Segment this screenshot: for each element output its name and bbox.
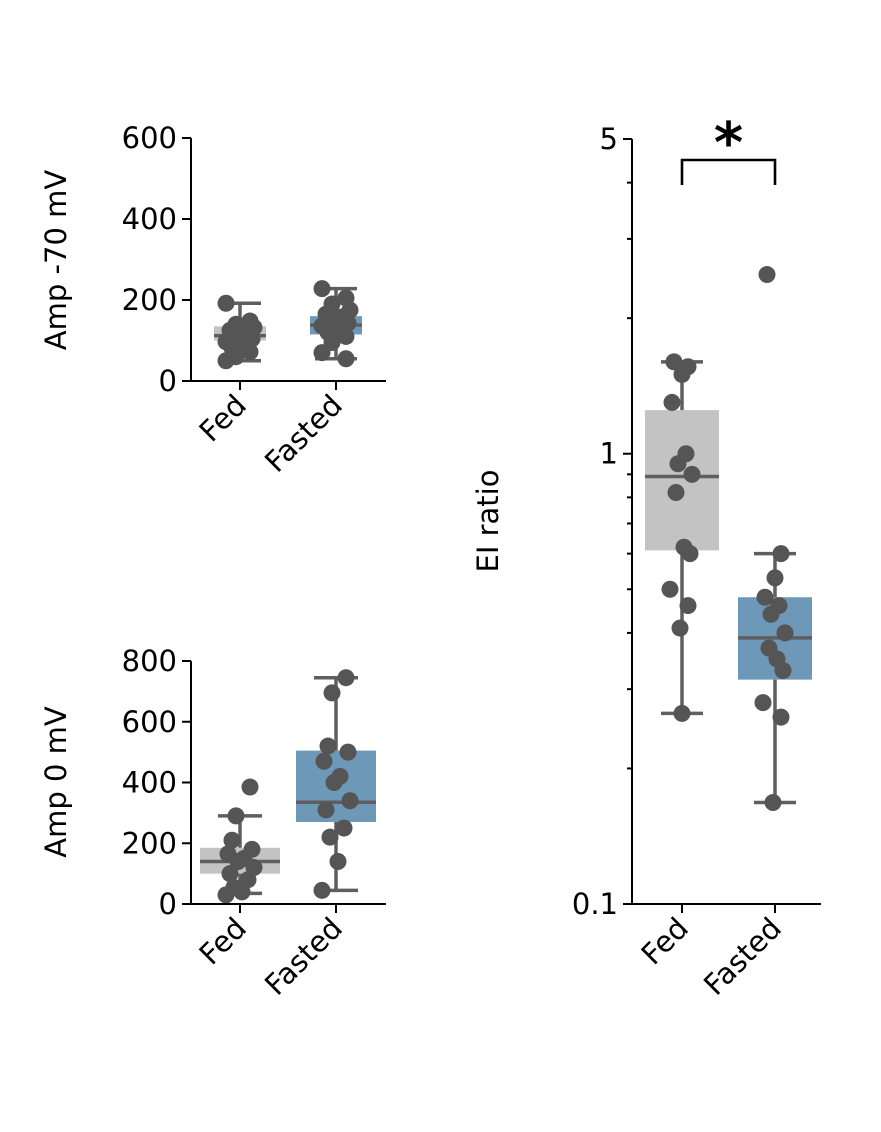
data-point-fasted [329, 852, 347, 870]
data-point-fed [663, 393, 681, 411]
data-point-fed [673, 704, 691, 722]
y-tick-label: 0 [159, 364, 177, 398]
x-tick-label-fed: Fed [635, 911, 695, 971]
x-tick-label-fasted: Fasted [697, 911, 788, 1002]
data-point-fed [679, 597, 697, 615]
x-tick-label-fasted: Fasted [258, 388, 349, 479]
y-tick-label: 400 [122, 766, 177, 800]
data-point-fasted [756, 588, 774, 606]
data-point-fasted [766, 569, 784, 587]
y-tick-label: 5 [600, 122, 618, 156]
data-point-fed [681, 545, 699, 563]
data-point-fasted [774, 662, 792, 680]
data-point-fed [227, 807, 245, 825]
data-point-fed [217, 294, 235, 312]
data-point-fasted [341, 792, 359, 810]
data-point-fed [217, 886, 235, 904]
data-point-fasted [335, 819, 353, 837]
data-point-fed [229, 852, 247, 870]
data-point-fed [217, 352, 235, 370]
data-point-fasted [337, 327, 355, 345]
y-axis-label: Amp 0 mV [39, 706, 73, 858]
data-point-fed [233, 883, 251, 901]
data-point-fasted [339, 743, 357, 761]
y-tick-label: 0.1 [572, 887, 618, 921]
data-point-fasted [776, 624, 794, 642]
data-point-fasted [325, 774, 343, 791]
chart-panel-1: 0 200 400 600 Fed Fasted Amp -70 mV [39, 121, 386, 479]
y-tick-label: 400 [122, 202, 177, 236]
data-point-fasted [313, 280, 331, 298]
data-point-fasted [762, 605, 780, 623]
data-point-fed [661, 580, 679, 598]
significance-star: * [714, 111, 743, 176]
chart-panel-2: 0 200 400 600 800 Fed Fasted Amp 0 mV [39, 644, 386, 1002]
data-point-fed [665, 353, 683, 371]
y-tick-label: 0 [159, 887, 177, 921]
y-tick-label: 200 [122, 826, 177, 860]
data-point-fed [667, 484, 685, 502]
data-point-fasted [313, 881, 331, 899]
data-point-fasted [321, 828, 339, 846]
x-tick-label-fed: Fed [193, 388, 253, 448]
data-point-fasted [315, 752, 333, 770]
y-tick-label: 1 [600, 437, 618, 471]
chart-panel-3: 0.1 1 5 Fed Fasted EI ratio * [471, 111, 821, 1002]
y-tick-label: 800 [122, 644, 177, 678]
data-point-fed [671, 619, 689, 637]
data-point-fed [669, 455, 687, 473]
data-point-fasted [772, 545, 790, 563]
data-point-fasted [754, 694, 772, 712]
data-point-fed [241, 343, 259, 361]
data-point-fasted [772, 708, 790, 726]
data-point-fasted [758, 266, 776, 284]
data-point-fasted [323, 684, 341, 702]
box-fed [645, 410, 719, 551]
x-tick-label-fed: Fed [193, 911, 253, 971]
data-point-fed [673, 365, 691, 383]
y-axis-label: EI ratio [471, 470, 505, 573]
data-point-fed [683, 465, 701, 483]
data-point-fasted [317, 801, 335, 819]
data-point-fasted [764, 794, 782, 812]
x-tick-label-fasted: Fasted [258, 911, 349, 1002]
data-point-fasted [319, 737, 337, 755]
y-axis-label: Amp -70 mV [39, 170, 73, 351]
data-point-fasted [337, 669, 355, 687]
data-point-fed [223, 831, 241, 849]
data-point-fed [241, 778, 259, 796]
data-point-fed [221, 865, 239, 883]
data-point-fasted [337, 350, 355, 368]
y-tick-label: 600 [122, 121, 177, 155]
data-point-fasted [313, 344, 331, 362]
significance-bracket [680, 158, 777, 185]
y-tick-label: 600 [122, 705, 177, 739]
y-tick-label: 200 [122, 283, 177, 317]
